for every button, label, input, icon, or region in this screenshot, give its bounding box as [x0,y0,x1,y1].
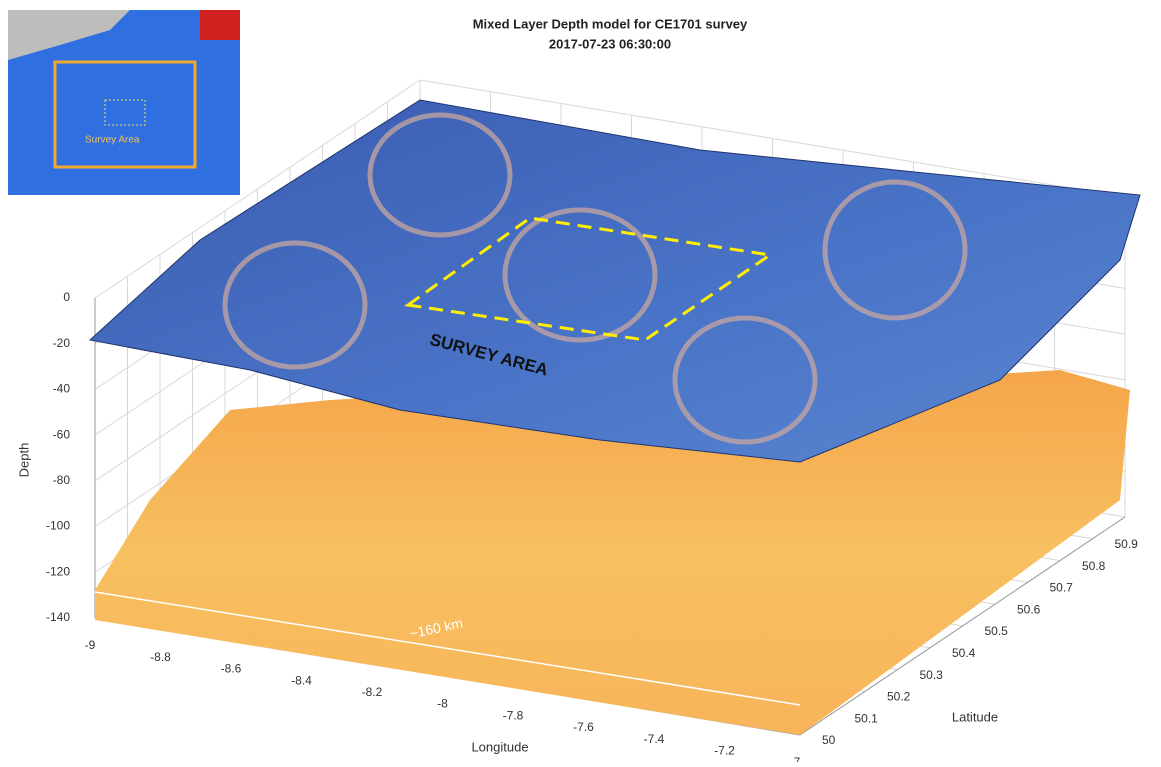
inset-hot [200,10,240,40]
inset-map: Survey Area [8,10,240,195]
y-tick-label: 50 [822,733,836,747]
x-tick-label: -7 [790,755,801,762]
y-tick-label: 50.3 [920,668,944,682]
y-tick-label: 50.7 [1050,581,1074,595]
y-tick-label: 50.8 [1082,559,1106,573]
inset-label: Survey Area [85,135,140,146]
x-tick-label: -8.4 [291,673,312,687]
z-tick-label: -20 [53,336,71,350]
x-tick-label: -9 [85,638,96,652]
z-axis-label: Depth [16,443,31,478]
x-tick-label: -7.4 [644,732,665,746]
y-tick-label: 50.9 [1115,537,1139,551]
y-tick-label: 50.1 [855,711,879,725]
z-tick-label: 0 [63,290,70,304]
y-axis-label: Latitude [952,709,998,724]
z-tick-label: -40 [53,382,71,396]
chart-title: Mixed Layer Depth model for CE1701 surve… [473,16,748,31]
x-tick-label: -8.2 [362,685,383,699]
y-tick-label: 50.2 [887,690,911,704]
z-tick-label: -120 [46,564,70,578]
z-tick-label: -60 [53,427,71,441]
x-tick-label: -8.8 [150,650,171,664]
x-tick-label: -7.8 [503,708,524,722]
z-tick-label: -100 [46,519,70,533]
chart: SURVEY AREA ~160 km Survey Area Mixed La… [0,0,1161,762]
x-tick-label: -8 [437,697,448,711]
x-axis-label: Longitude [471,739,528,754]
y-tick-label: 50.4 [952,646,976,660]
z-tick-label: -140 [46,610,70,624]
chart-subtitle: 2017-07-23 06:30:00 [549,36,671,51]
x-tick-label: -7.2 [714,743,735,757]
x-tick-label: -7.6 [573,720,594,734]
z-tick-label: -80 [53,473,71,487]
y-tick-label: 50.5 [985,624,1009,638]
x-tick-label: -8.6 [221,662,242,676]
y-tick-label: 50.6 [1017,602,1041,616]
